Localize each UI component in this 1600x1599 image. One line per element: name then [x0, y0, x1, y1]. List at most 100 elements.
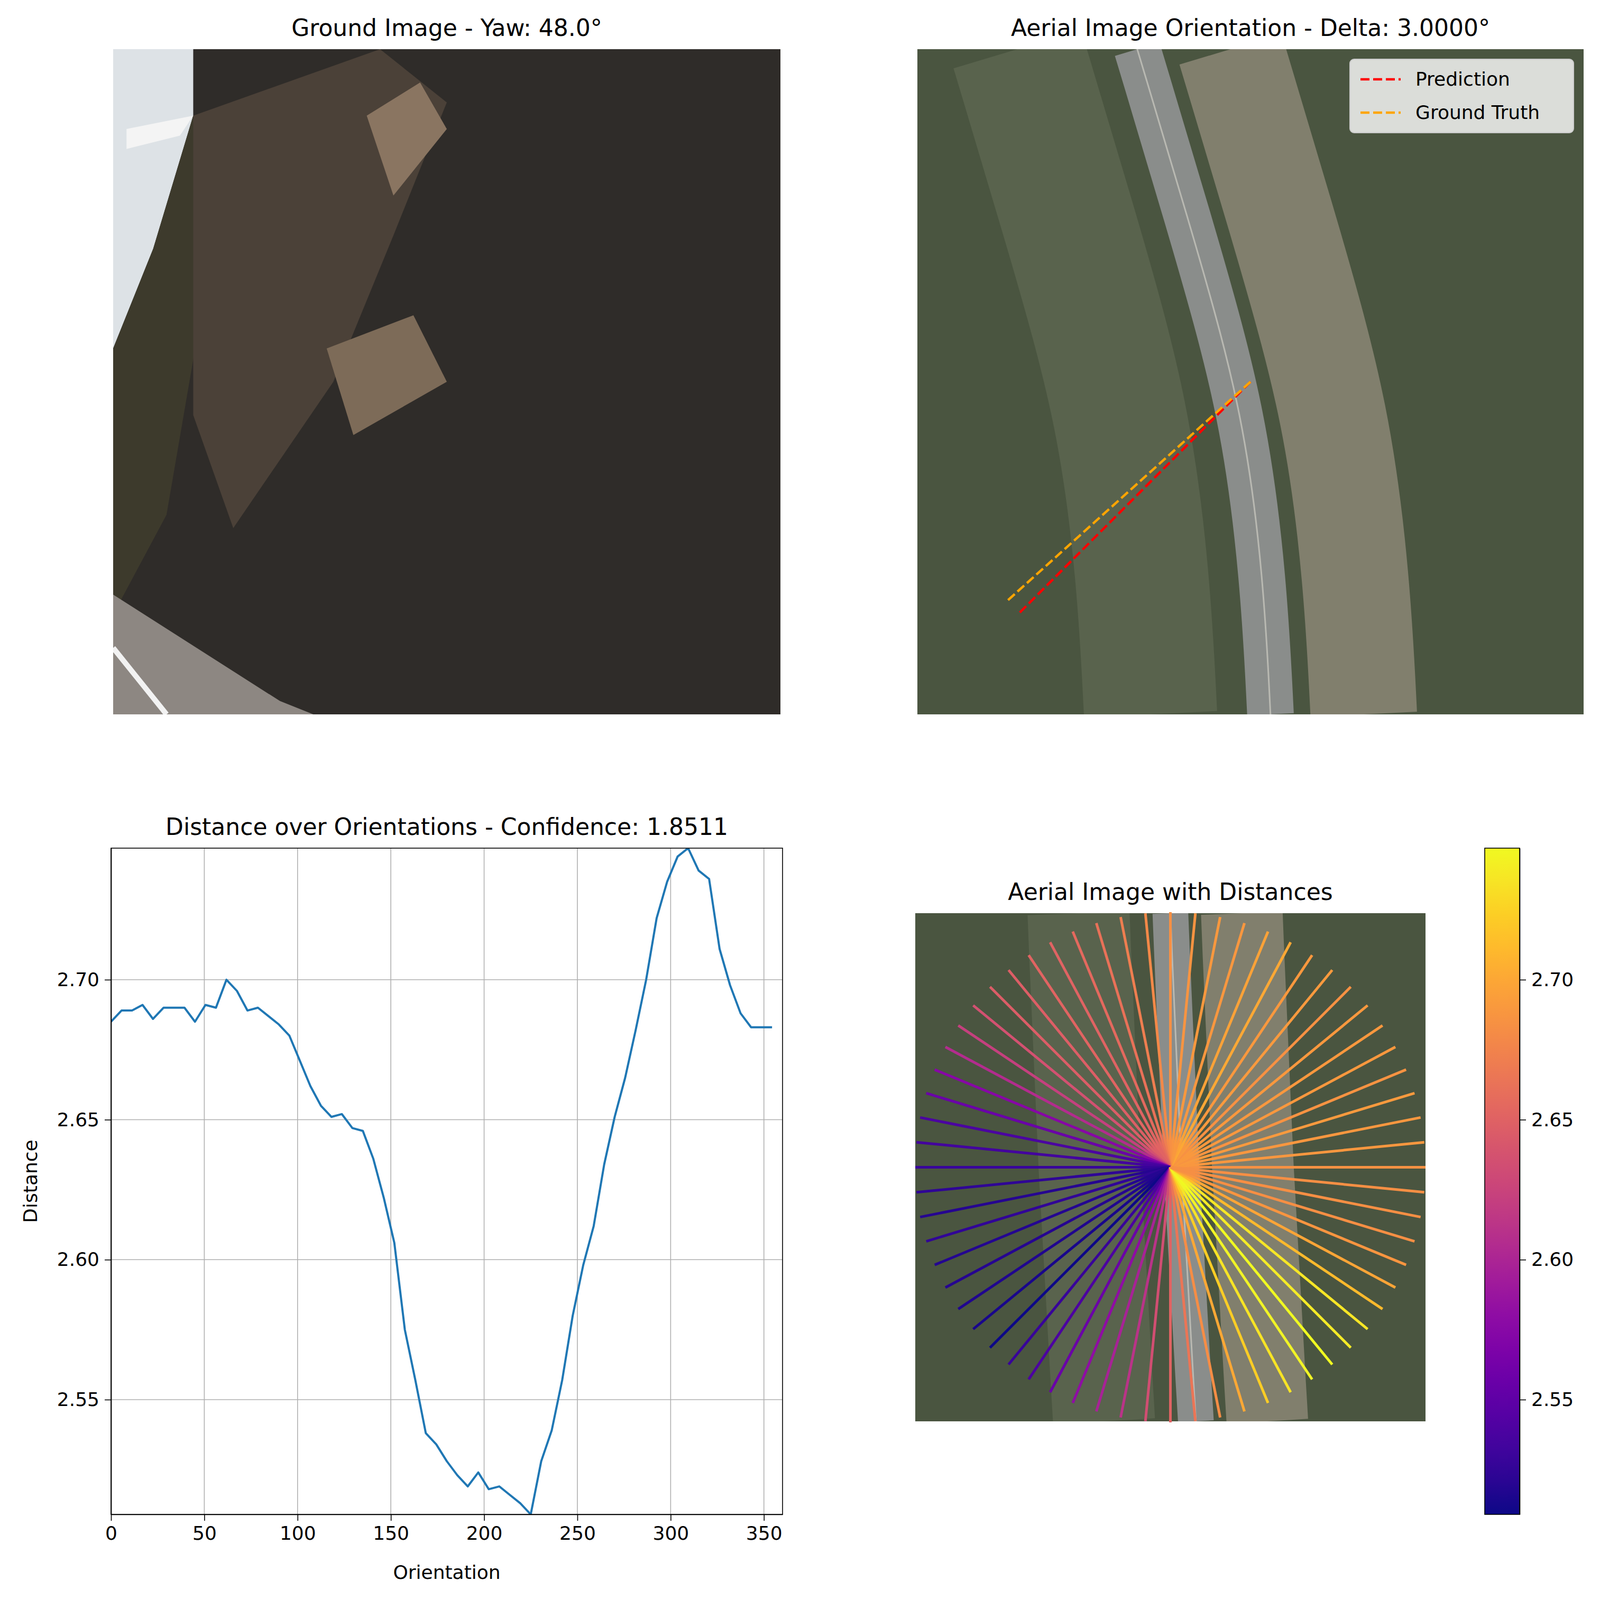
- title: Distance over Orientations - Confidence:…: [165, 813, 729, 841]
- aerial-photo: [917, 49, 1584, 715]
- x-axis: 0 50 100 150 200 250 300 350: [105, 1514, 783, 1544]
- spoke: [1169, 912, 1172, 1168]
- tick: 50: [192, 1514, 217, 1544]
- photo-vegetation: [1017, 49, 1151, 715]
- tick-mark: [104, 979, 112, 981]
- spoke: [973, 1167, 1171, 1330]
- ground-photo: [113, 49, 781, 715]
- tick-label: 250: [559, 1522, 596, 1544]
- spokes: [915, 912, 1426, 1423]
- tick: 2.55: [1519, 1388, 1574, 1411]
- spoke: [958, 1167, 1171, 1310]
- grid-line: [111, 979, 783, 981]
- spoke: [1170, 1167, 1421, 1218]
- legend-label: Prediction: [1415, 68, 1511, 90]
- tick-label: 2.60: [57, 1248, 100, 1271]
- tick: 2.70: [1519, 968, 1574, 991]
- grid-line: [483, 848, 485, 1515]
- spoke: [1145, 1167, 1171, 1422]
- photo-road: [113, 594, 314, 715]
- orientation-line: [1007, 381, 1251, 601]
- spoke: [1120, 1167, 1171, 1418]
- tick: 2.55: [57, 1388, 112, 1411]
- spoke: [1170, 1046, 1396, 1167]
- tick-mark: [1519, 1259, 1526, 1261]
- spoke: [1170, 931, 1269, 1168]
- spoke: [1170, 1025, 1383, 1167]
- photo-background: [113, 49, 781, 715]
- spoke: [945, 1167, 1171, 1288]
- tick-mark: [577, 1514, 579, 1521]
- grid-line: [297, 848, 299, 1515]
- legend-box: [1349, 59, 1574, 133]
- photo-trees: [113, 115, 207, 615]
- tick-mark: [104, 1119, 112, 1121]
- spoke: [915, 1165, 1171, 1169]
- photo-background: [917, 49, 1584, 715]
- tick-mark: [670, 1514, 672, 1521]
- tick: 2.60: [57, 1248, 112, 1271]
- grid-line: [111, 1258, 783, 1261]
- plot-frame: [111, 848, 783, 1515]
- orientation-line: [1019, 381, 1251, 613]
- tick-label: 2.55: [57, 1388, 100, 1411]
- tick-mark: [1519, 1399, 1526, 1401]
- tick-label: 2.65: [57, 1108, 100, 1131]
- grid: [111, 848, 783, 1515]
- tick-label: 150: [372, 1522, 410, 1544]
- plot-area: [111, 848, 772, 1515]
- legend-swatch: [1360, 78, 1401, 81]
- grid-line: [576, 848, 578, 1515]
- colorbar-axis: 2.55 2.60 2.65 2.70: [1519, 848, 1574, 1515]
- tick-label: 300: [652, 1522, 689, 1544]
- x-axis-title: Orientation: [392, 1561, 501, 1584]
- figure: Ground Image - Yaw: 48.0°PredictionGroun…: [0, 0, 1600, 1599]
- spoke: [1170, 1005, 1368, 1167]
- tick-label: 50: [192, 1522, 217, 1544]
- tick-label: 200: [466, 1522, 503, 1544]
- tick-mark: [111, 1514, 113, 1521]
- tick-label: 2.70: [1531, 968, 1574, 991]
- spoke: [1170, 1167, 1313, 1380]
- tick-mark: [1519, 979, 1526, 981]
- title: Aerial Image with Distances: [1007, 878, 1333, 906]
- legend-swatch: [1360, 111, 1401, 115]
- legend-label: Ground Truth: [1415, 101, 1540, 124]
- tick: 2.60: [1519, 1248, 1574, 1271]
- tick: 250: [559, 1514, 596, 1544]
- y-axis: 2.55 2.60 2.65 2.70: [57, 848, 112, 1515]
- spoke: [934, 1069, 1171, 1168]
- spoke: [1170, 1167, 1333, 1365]
- tick-label: 100: [279, 1522, 317, 1544]
- tick-mark: [763, 1514, 765, 1521]
- tick: 0: [105, 1514, 118, 1544]
- spoke: [1072, 1167, 1171, 1404]
- tick-mark: [1519, 1119, 1526, 1121]
- spoke: [1170, 1167, 1407, 1266]
- grid-line: [763, 848, 765, 1515]
- tick-mark: [390, 1514, 392, 1521]
- axis-line: [111, 1514, 784, 1516]
- orientation-lines: [1007, 381, 1251, 613]
- tick-label: 2.60: [1531, 1248, 1574, 1271]
- title: Aerial Image Orientation - Delta: 3.0000…: [1010, 14, 1491, 42]
- tick: 2.65: [1519, 1108, 1574, 1131]
- spoke: [1170, 913, 1196, 1167]
- tick-mark: [297, 1514, 299, 1521]
- data-line: [111, 848, 772, 1515]
- spoke: [1170, 1167, 1425, 1193]
- tick: 350: [746, 1514, 783, 1544]
- tick-mark: [204, 1514, 206, 1521]
- spoke: [1028, 954, 1171, 1167]
- tick-mark: [104, 1399, 112, 1401]
- photo-rock-light: [326, 315, 447, 435]
- spoke: [1170, 1167, 1368, 1330]
- axis-line: [1519, 848, 1521, 1515]
- tick-label: 2.65: [1531, 1108, 1574, 1131]
- grid-line: [204, 848, 206, 1515]
- tick-label: 2.70: [57, 968, 100, 991]
- grid-line: [111, 1119, 783, 1121]
- spoke: [916, 1142, 1171, 1167]
- tick-label: 350: [746, 1522, 783, 1544]
- spoke: [1008, 970, 1171, 1168]
